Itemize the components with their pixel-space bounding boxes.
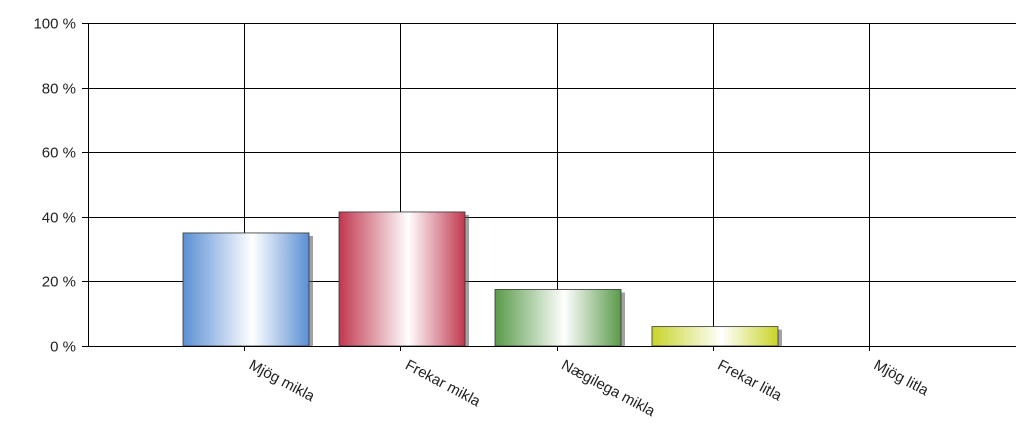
bar [182, 232, 310, 347]
y-tick-label: 0 % [50, 339, 76, 356]
y-tick-label: 80 % [42, 81, 76, 98]
y-tick-label: 60 % [42, 145, 76, 162]
axes [88, 23, 1016, 347]
bar [494, 289, 622, 347]
x-tick-label: Mjög litla [871, 357, 932, 400]
y-tick-label: 40 % [42, 210, 76, 227]
y-tick-label: 100 % [33, 16, 76, 33]
bars [182, 211, 782, 347]
bar [651, 326, 779, 347]
x-tick-label: Mjög mikla [246, 357, 318, 406]
x-tick-labels: Mjög mikla Frekar mikla Nægilega mikla Frek… [246, 357, 932, 421]
bar [338, 211, 466, 347]
x-tick-label: Frekar litla [715, 357, 785, 405]
y-tick-labels: 0 % 20 % 40 % 60 % 80 % 100 % [33, 16, 76, 356]
y-tick-label: 20 % [42, 274, 76, 291]
x-tick-label: Nægilega mikla [559, 357, 659, 421]
x-tick-label: Frekar mikla [402, 357, 483, 411]
